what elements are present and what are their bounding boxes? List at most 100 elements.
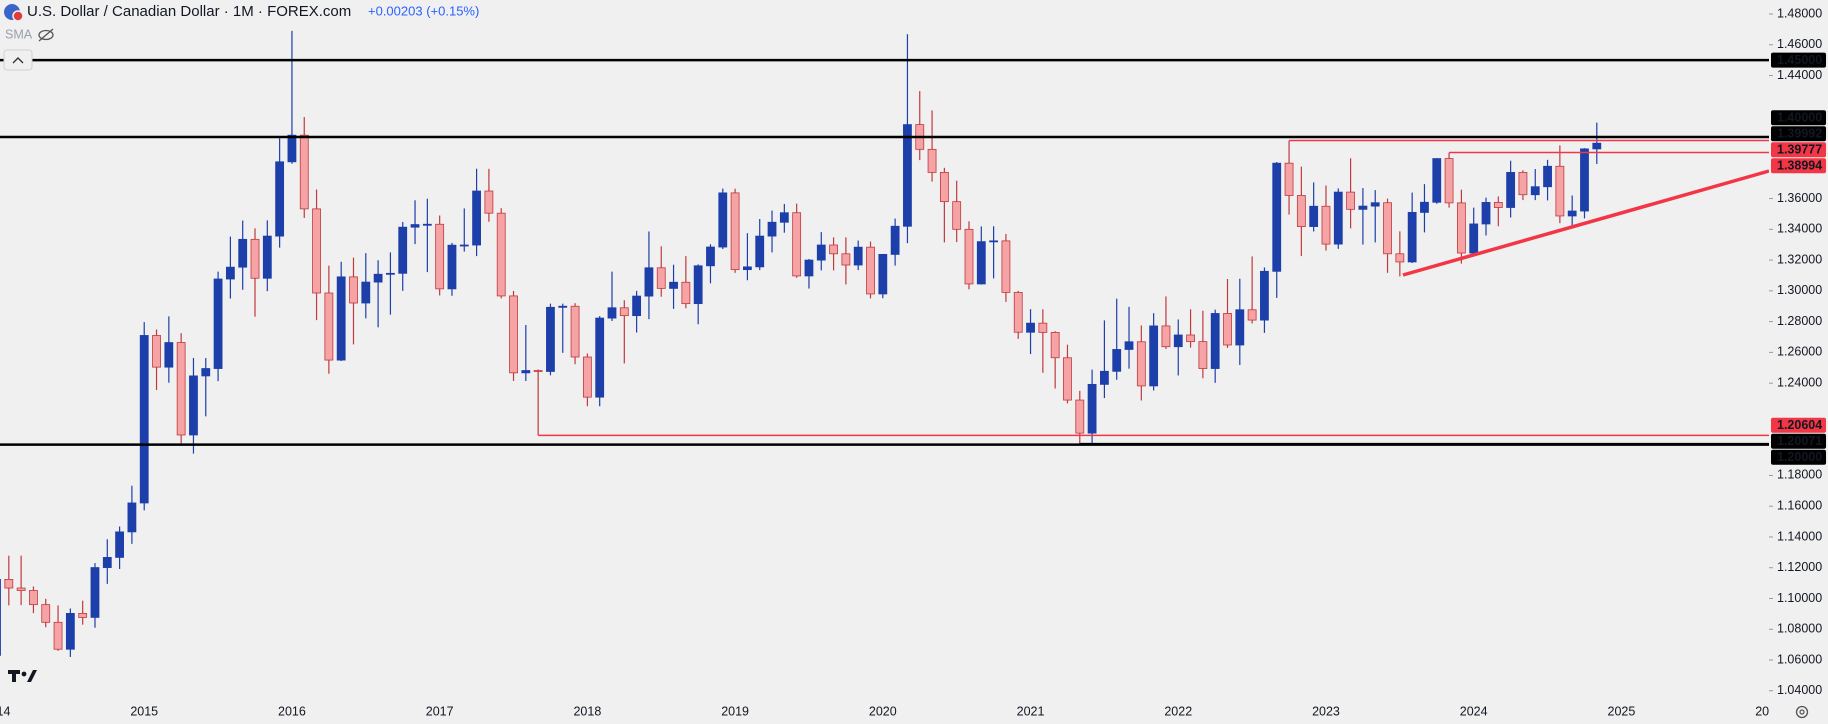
candle-body xyxy=(853,246,863,266)
candle-body xyxy=(349,276,358,304)
candle-body xyxy=(459,244,469,247)
indicator-label[interactable]: SMA xyxy=(5,27,33,41)
x-tick-label: 2020 xyxy=(869,704,897,718)
candle-body xyxy=(189,375,198,436)
level-label-box xyxy=(1771,52,1826,68)
candle-body xyxy=(816,244,826,261)
y-tick-label: 1.28000 xyxy=(1777,314,1822,328)
visibility-icon[interactable] xyxy=(38,28,54,42)
chart-title: U.S. Dollar / Canadian Dollar · 1M · FOR… xyxy=(27,3,351,20)
candle-body xyxy=(1592,142,1602,150)
level-label-box xyxy=(1771,110,1826,126)
trendline xyxy=(1402,169,1770,277)
candle-body xyxy=(164,342,174,368)
candle-body xyxy=(1026,322,1035,333)
candle-body xyxy=(1050,331,1060,359)
y-tick-label: 1.26000 xyxy=(1777,345,1822,359)
candle-body xyxy=(1469,223,1479,254)
level-label-box xyxy=(1771,433,1826,449)
price-change: +0.00203 (+0.15%) xyxy=(368,3,479,18)
y-tick-label: 1.06000 xyxy=(1777,652,1822,666)
candle-body xyxy=(1580,148,1589,212)
candle-body xyxy=(607,307,617,319)
level-label: 1.39992 xyxy=(1777,127,1822,141)
candle-body xyxy=(1321,205,1331,245)
candle-body xyxy=(225,266,235,280)
x-tick-label: 2014 xyxy=(0,704,10,718)
candle-body xyxy=(521,370,531,374)
candle-body xyxy=(829,244,838,255)
candle-body xyxy=(570,305,580,358)
candle-body xyxy=(410,224,420,228)
candle-body xyxy=(1124,341,1134,350)
candle-body xyxy=(78,613,88,618)
candle-body xyxy=(127,502,137,533)
candle-body xyxy=(1296,195,1306,227)
candle-body xyxy=(1555,165,1565,217)
x-tick-label: 2018 xyxy=(573,704,601,718)
candle-body xyxy=(681,281,691,305)
candle-body xyxy=(767,221,777,237)
y-tick-label: 1.48000 xyxy=(1777,6,1822,20)
collapse-button[interactable] xyxy=(3,49,33,71)
price-axis: 1.04000 1.06000 1.08000 1.10000 1.12000 1.140… xyxy=(1769,6,1826,697)
candle-body xyxy=(1038,322,1048,333)
candle-body xyxy=(139,335,149,504)
candle-body xyxy=(976,241,986,285)
candle-body xyxy=(1223,313,1232,346)
x-tick-label: 2017 xyxy=(426,704,454,718)
x-tick-label: 2019 xyxy=(721,704,749,718)
candle-body xyxy=(1063,357,1072,401)
candle-body xyxy=(632,295,642,317)
y-tick-label: 1.34000 xyxy=(1777,222,1822,236)
candle-body xyxy=(361,281,371,304)
candle-body xyxy=(1456,202,1466,254)
candle-body xyxy=(718,192,728,248)
candle-body xyxy=(927,148,937,173)
y-tick-label: 1.46000 xyxy=(1777,37,1822,51)
tradingview-logo xyxy=(8,670,37,682)
candle-body xyxy=(1518,172,1528,196)
candle-body xyxy=(964,228,974,285)
candle-body xyxy=(730,192,740,271)
candle-body xyxy=(324,292,334,361)
candle-body xyxy=(669,281,678,289)
candle-body xyxy=(250,238,260,279)
candle-body xyxy=(533,370,543,372)
candle-body xyxy=(989,240,999,243)
x-tick-label: 2016 xyxy=(278,704,306,718)
x-tick-label: 2024 xyxy=(1460,704,1488,718)
candle-body xyxy=(656,267,666,289)
candle-body xyxy=(1087,383,1097,434)
candle-body xyxy=(299,134,309,210)
candle-body xyxy=(1112,349,1122,372)
y-tick-label: 1.08000 xyxy=(1777,622,1822,636)
candle-body xyxy=(1481,202,1491,225)
candle-body xyxy=(1383,202,1392,255)
candle-body xyxy=(1100,370,1109,385)
candle-body xyxy=(509,295,518,374)
candle-body xyxy=(1284,162,1294,196)
candle-body xyxy=(1309,205,1319,227)
candle-body xyxy=(644,267,654,297)
y-tick-label: 1.24000 xyxy=(1777,375,1822,389)
candle-body xyxy=(1247,309,1257,321)
settings-icon[interactable] xyxy=(1795,705,1809,719)
candle-body xyxy=(1161,325,1171,348)
candle-body xyxy=(4,579,14,589)
y-tick-label: 1.14000 xyxy=(1777,529,1822,543)
plot-area xyxy=(0,30,1769,657)
y-tick-label: 1.32000 xyxy=(1777,252,1822,266)
candle-body xyxy=(447,244,457,290)
candle-body xyxy=(841,253,851,266)
candle-body xyxy=(693,265,703,305)
y-tick-label: 1.18000 xyxy=(1777,468,1822,482)
level-label: 1.40000 xyxy=(1777,111,1822,125)
y-tick-label: 1.44000 xyxy=(1777,68,1822,82)
candle-body xyxy=(1013,291,1023,333)
candle-body xyxy=(238,238,248,268)
candle-body xyxy=(1358,205,1368,210)
candle-body xyxy=(1333,191,1343,245)
